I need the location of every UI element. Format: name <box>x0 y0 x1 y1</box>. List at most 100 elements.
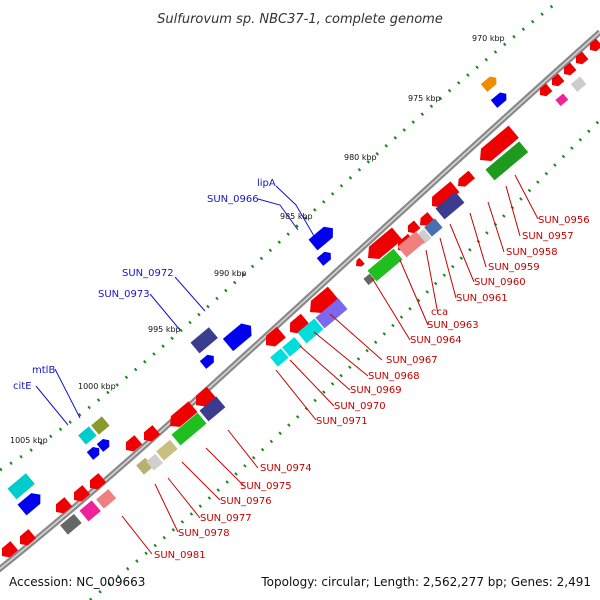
gene-label[interactable]: citE <box>13 381 32 392</box>
gene-label[interactable]: SUN_0978 <box>178 528 230 539</box>
gene-label[interactable]: SUN_0957 <box>522 231 574 242</box>
gene-feature-red[interactable] <box>549 73 565 88</box>
kbp-label: 975 kbp <box>408 94 441 103</box>
gene-feature-red[interactable] <box>0 541 19 560</box>
leader-line <box>425 249 439 315</box>
reverse-gene-labels: SUN_0956 SUN_0957 SUN_0958 SUN_0959 SUN_… <box>154 215 590 561</box>
leader-line <box>121 515 153 555</box>
gene-feature-red[interactable] <box>428 181 460 211</box>
gene-feature-dark-gray[interactable] <box>60 513 82 535</box>
gene-label[interactable]: SUN_0961 <box>456 293 508 304</box>
gene-feature-blue[interactable] <box>86 444 103 460</box>
gene-feature-light-gray[interactable] <box>570 76 587 92</box>
gene-feature-red[interactable] <box>70 485 91 504</box>
gene-feature-magenta[interactable] <box>555 93 569 107</box>
gene-feature-light-gray[interactable] <box>146 453 164 471</box>
gene-feature-red[interactable] <box>537 83 553 98</box>
gene-label[interactable]: SUN_0968 <box>368 371 420 382</box>
gene-feature-red[interactable] <box>305 286 339 319</box>
leader-line <box>149 293 181 331</box>
leader-line <box>399 259 429 326</box>
gene-feature-cyan[interactable] <box>270 348 289 367</box>
gene-feature-blue[interactable] <box>199 352 217 369</box>
gene-feature-orange[interactable] <box>480 74 500 92</box>
gene-label[interactable]: SUN_0960 <box>474 277 526 288</box>
gene-feature-cyan[interactable] <box>7 473 35 500</box>
gene-label[interactable]: cca <box>431 307 448 318</box>
gene-label[interactable]: SUN_0959 <box>488 262 540 273</box>
gene-feature-red[interactable] <box>86 473 107 492</box>
leader-line <box>505 185 521 237</box>
gene-feature-green[interactable] <box>171 412 207 446</box>
gene-feature-dark-gray[interactable] <box>363 273 375 286</box>
gene-feature-cyan[interactable] <box>282 337 303 357</box>
gene-feature-red[interactable] <box>122 435 143 454</box>
gene-label[interactable]: SUN_0972 <box>122 268 174 279</box>
gene-label[interactable]: SUN_0969 <box>350 385 402 396</box>
gene-label[interactable]: SUN_0967 <box>386 355 438 366</box>
gene-feature-red[interactable] <box>587 38 600 53</box>
gene-feature-tan[interactable] <box>156 439 178 461</box>
kbp-label: 990 kbp <box>214 269 247 278</box>
gene-feature-red[interactable] <box>573 51 589 66</box>
gene-feature-blue[interactable] <box>17 489 45 516</box>
gene-feature-blue[interactable] <box>490 90 510 108</box>
leader-line <box>174 276 206 312</box>
gene-feature-slate-blue[interactable] <box>315 298 348 329</box>
gene-feature-red[interactable] <box>166 401 198 431</box>
gene-label[interactable]: SUN_0971 <box>316 416 368 427</box>
gene-feature-blue[interactable] <box>222 320 256 352</box>
gene-label[interactable]: SUN_0981 <box>154 550 206 561</box>
gene-feature-blue[interactable] <box>96 436 113 452</box>
gene-label[interactable]: SUN_0964 <box>410 335 462 346</box>
reverse-strand-features <box>0 38 600 560</box>
gene-feature-pink[interactable] <box>397 231 425 258</box>
gene-label[interactable]: SUN_0974 <box>260 463 312 474</box>
leader-line <box>35 385 69 426</box>
gene-feature-olive[interactable] <box>91 416 110 435</box>
gene-feature-cyan[interactable] <box>78 426 97 445</box>
gene-label[interactable]: SUN_0963 <box>427 320 479 331</box>
gene-feature-magenta[interactable] <box>79 500 101 522</box>
gene-label[interactable]: SUN_0973 <box>98 289 150 300</box>
leader-line <box>227 429 259 469</box>
gene-feature-red[interactable] <box>475 125 519 167</box>
gene-label[interactable]: SUN_0956 <box>538 215 590 226</box>
gene-feature-red[interactable] <box>455 170 476 190</box>
leader-line <box>181 461 221 501</box>
kbp-label: 995 kbp <box>148 325 181 334</box>
gene-feature-blue[interactable] <box>316 249 334 266</box>
gene-feature-green[interactable] <box>485 141 529 181</box>
leader-line <box>289 359 335 407</box>
gene-feature-steel-blue[interactable] <box>424 218 443 237</box>
gene-feature-navy[interactable] <box>435 191 465 220</box>
gene-feature-blue[interactable] <box>308 223 338 251</box>
gene-feature-red[interactable] <box>52 497 73 516</box>
gene-feature-cyan[interactable] <box>297 318 324 344</box>
gene-feature-pink[interactable] <box>96 489 117 509</box>
gene-feature-red[interactable] <box>16 529 37 548</box>
gene-feature-red[interactable] <box>353 257 365 269</box>
gene-label[interactable]: SUN_0976 <box>220 496 272 507</box>
gene-label[interactable]: SUN_0975 <box>240 481 292 492</box>
gene-feature-green[interactable] <box>367 248 403 282</box>
chromosome-backbone-highlight <box>0 31 600 570</box>
gene-feature-red[interactable] <box>363 227 403 264</box>
gene-feature-red[interactable] <box>561 62 577 77</box>
gene-label[interactable]: SUN_0970 <box>334 401 386 412</box>
gene-feature-red[interactable] <box>405 220 421 235</box>
gene-label[interactable]: lipA <box>257 178 276 189</box>
gene-feature-red[interactable] <box>140 425 161 444</box>
kbp-label: 1000 kbp <box>78 382 116 391</box>
label-leader-lines <box>35 174 539 555</box>
kbp-label: 985 kbp <box>280 212 313 221</box>
gene-feature-navy[interactable] <box>190 327 218 354</box>
gene-label[interactable]: SUN_0977 <box>200 513 252 524</box>
gene-feature-light-gray[interactable] <box>416 228 432 245</box>
gene-label[interactable]: SUN_0958 <box>506 247 558 258</box>
gene-label[interactable]: mtlB <box>32 365 55 376</box>
leader-line <box>514 174 539 220</box>
gene-label[interactable]: SUN_0966 <box>207 194 259 205</box>
gene-feature-navy[interactable] <box>199 396 226 422</box>
gene-feature-red[interactable] <box>262 326 286 351</box>
